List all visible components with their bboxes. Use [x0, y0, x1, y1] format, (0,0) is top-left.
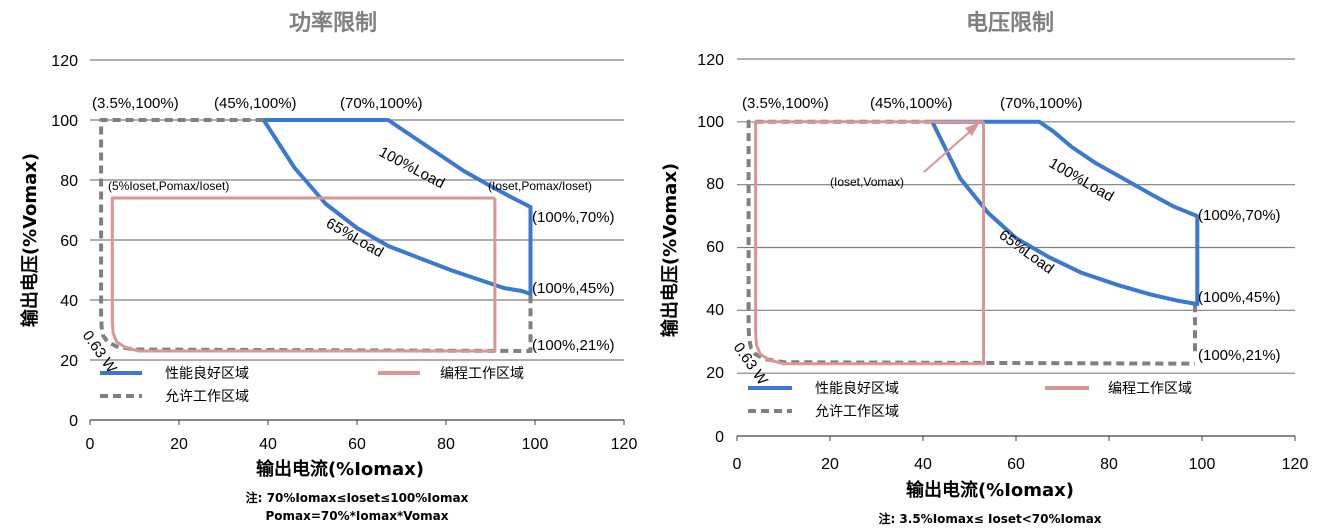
callout-arrow	[923, 122, 980, 173]
x-tick-label: 20	[821, 456, 839, 473]
x-tick-label: 40	[259, 436, 277, 453]
point-label: (45%,100%)	[214, 95, 297, 112]
x-tick-labels: 0 20 40 60 80 100 120	[86, 436, 638, 453]
voltage-limit-chart: 电压限制 120 100 80 60 40 20 0 0 20 40 60 80…	[659, 11, 1308, 526]
y-tick-label: 60	[706, 239, 724, 256]
y-tick-label: 60	[60, 233, 78, 250]
legend-label-prog: 编程工作区域	[1108, 381, 1192, 397]
legend: 性能良好区域 编程工作区域 允许工作区域	[748, 381, 1192, 420]
chart-title: 电压限制	[966, 11, 1054, 36]
y-axis-label: 输出电压(%Vomax)	[19, 153, 41, 327]
y-tick-label: 120	[697, 52, 724, 69]
footnote: 注: 3.5%Iomax≤ Ioset<70%Iomax	[878, 511, 1101, 526]
point-label: (45%,100%)	[870, 95, 953, 112]
x-tick-label: 60	[348, 436, 366, 453]
corner-label: (Ioset,Vomax)	[830, 175, 904, 189]
point-label: (100%,70%)	[1198, 207, 1281, 224]
corner-label: (Ioset,Pomax/Ioset)	[488, 179, 592, 193]
callout-arrow-head	[965, 122, 980, 136]
y-tick-labels: 120 100 80 60 40 20 0	[697, 52, 724, 446]
legend-label-good: 性能良好区域	[815, 381, 899, 397]
series-prog-line	[110, 196, 497, 353]
x-tick-label: 20	[170, 436, 188, 453]
x-tick-labels: 0 20 40 60 80 100 120	[733, 456, 1309, 473]
x-tick-label: 120	[611, 436, 638, 453]
y-tick-label: 40	[60, 293, 78, 310]
point-label: (100%,45%)	[1198, 289, 1281, 306]
footnote: 注: 70%Iomax≤Ioset≤100%Iomax	[246, 490, 469, 505]
legend-label-good: 性能良好区域	[165, 366, 249, 382]
y-tick-label: 120	[51, 53, 78, 70]
x-axis-label: 输出电流(%Iomax)	[256, 458, 424, 480]
point-label: (100%,70%)	[532, 209, 615, 226]
y-axis-label: 输出电压(%Vomax)	[659, 163, 681, 337]
series-prog-line	[754, 120, 985, 366]
annotations: (3.5%,100%) (45%,100%) (70%,100%) 100%Lo…	[79, 95, 615, 377]
x-tick-label: 80	[437, 436, 455, 453]
point-label: (70%,100%)	[340, 95, 423, 112]
curve-label: 100%Load	[1046, 155, 1117, 206]
y-tick-label: 20	[706, 365, 724, 382]
footnote: Pomax=70%*Iomax*Vomax	[266, 509, 449, 523]
point-label: (100%,21%)	[532, 337, 615, 354]
corner-label: (5%Ioset,Pomax/Ioset)	[108, 179, 229, 193]
y-tick-label: 80	[706, 176, 724, 193]
x-axis-label: 输出电流(%Iomax)	[906, 479, 1074, 501]
x-tick-label: 100	[1189, 456, 1216, 473]
gridlines	[736, 58, 1296, 441]
y-tick-label: 40	[706, 302, 724, 319]
series-allow-line	[99, 118, 533, 353]
series-allow-line	[746, 119, 1196, 366]
series-layer	[746, 119, 1200, 366]
x-tick-label: 60	[1007, 456, 1025, 473]
series-good-line	[261, 118, 533, 296]
y-tick-label: 0	[715, 429, 724, 446]
series-layer	[99, 118, 533, 353]
callout-arrow-line	[923, 127, 975, 173]
point-label: (3.5%,100%)	[742, 95, 829, 112]
x-tick-label: 100	[522, 436, 549, 453]
legend-label-prog: 编程工作区域	[440, 366, 524, 382]
point-label: (70%,100%)	[1000, 95, 1083, 112]
series-good-line	[930, 119, 1200, 307]
x-tick-label: 0	[733, 456, 742, 473]
y-tick-label: 0	[69, 413, 78, 430]
legend-label-allow: 允许工作区域	[815, 404, 899, 420]
x-tick-label: 0	[86, 436, 95, 453]
x-tick-label: 120	[1282, 456, 1309, 473]
chart-title: 功率限制	[289, 10, 377, 36]
x-tick-label: 40	[914, 456, 932, 473]
point-label: (100%,45%)	[532, 280, 615, 297]
point-label: (100%,21%)	[1198, 347, 1281, 364]
y-tick-label: 100	[51, 113, 78, 130]
curve-label: 65%Load	[996, 226, 1057, 277]
y-tick-label: 80	[60, 173, 78, 190]
x-tick-label: 80	[1100, 456, 1118, 473]
y-tick-labels: 120 100 80 60 40 20 0	[51, 53, 78, 430]
power-limit-chart: 功率限制 120 100 80 60 40 20 0 0 20 40 60 80…	[19, 10, 637, 523]
legend: 性能良好区域 编程工作区域 允许工作区域	[100, 366, 524, 405]
legend-label-allow: 允许工作区域	[165, 389, 249, 405]
y-tick-label: 20	[60, 353, 78, 370]
y-tick-label: 100	[697, 114, 724, 131]
point-label: (3.5%,100%)	[92, 95, 179, 112]
